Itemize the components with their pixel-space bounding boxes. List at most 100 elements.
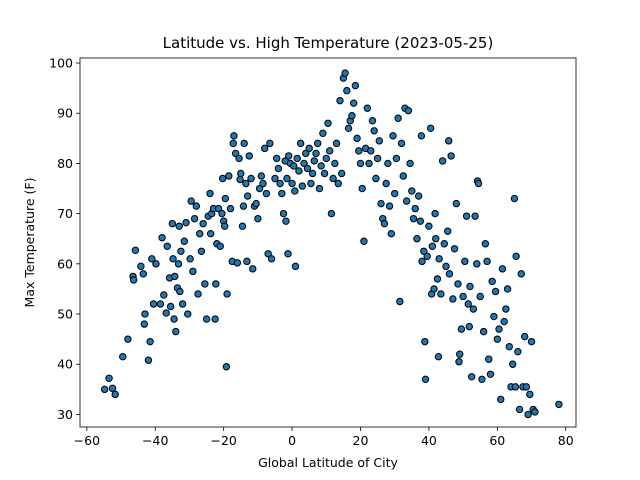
data-point xyxy=(221,194,230,203)
data-point xyxy=(108,384,117,393)
data-point xyxy=(240,139,248,148)
data-point xyxy=(490,312,498,321)
data-point xyxy=(169,255,177,263)
data-point xyxy=(176,287,184,296)
y-axis-ticks: 30 40 50 60 70 80 90 100 xyxy=(49,56,80,422)
data-point xyxy=(471,212,479,220)
data-point xyxy=(284,152,293,160)
data-point xyxy=(152,260,160,268)
data-point xyxy=(192,202,201,210)
data-point xyxy=(449,295,457,303)
data-point xyxy=(452,199,460,208)
data-point xyxy=(459,292,467,301)
data-point xyxy=(416,217,425,225)
data-point xyxy=(511,383,520,391)
y-tick-label: 60 xyxy=(57,256,73,271)
data-point xyxy=(336,96,344,105)
data-point xyxy=(455,358,463,366)
data-point xyxy=(274,164,283,173)
data-point xyxy=(221,222,229,230)
data-point xyxy=(343,86,351,95)
data-point xyxy=(417,132,426,140)
y-tick-label: 90 xyxy=(57,106,73,121)
data-point xyxy=(290,162,298,170)
data-point xyxy=(351,81,360,90)
data-point xyxy=(360,237,368,245)
data-point xyxy=(377,199,385,208)
data-point xyxy=(105,374,113,382)
data-point xyxy=(230,132,238,140)
data-point xyxy=(231,149,240,158)
data-point xyxy=(144,356,153,364)
data-point xyxy=(214,204,223,213)
data-point xyxy=(245,152,254,160)
data-point xyxy=(514,347,522,356)
data-point xyxy=(303,164,312,173)
data-point xyxy=(337,169,346,178)
data-point xyxy=(503,285,512,293)
x-axis-ticks: −60 −40 −20 0 20 40 60 80 xyxy=(74,427,574,448)
data-point xyxy=(389,132,397,140)
data-point xyxy=(156,300,165,308)
data-point xyxy=(502,305,510,313)
data-point xyxy=(319,129,327,138)
data-point xyxy=(182,218,190,227)
data-point xyxy=(166,302,175,311)
data-point xyxy=(218,209,226,218)
data-point xyxy=(332,139,341,148)
data-point xyxy=(375,137,384,145)
y-axis-label: Max Temperature (F) xyxy=(22,178,37,308)
data-point xyxy=(255,184,264,193)
data-point xyxy=(310,157,319,165)
data-point xyxy=(222,363,231,371)
data-point xyxy=(517,270,525,278)
data-point xyxy=(406,159,414,168)
data-point xyxy=(356,159,365,168)
data-point xyxy=(206,189,214,198)
data-point xyxy=(276,179,284,188)
data-point xyxy=(261,144,269,153)
data-point xyxy=(137,262,145,271)
y-tick-label: 80 xyxy=(57,156,73,171)
data-point xyxy=(425,222,433,230)
x-tick-label: −20 xyxy=(210,433,236,448)
x-tick-label: −40 xyxy=(142,433,168,448)
data-point xyxy=(184,310,192,318)
data-point xyxy=(295,167,303,175)
data-point xyxy=(131,246,140,254)
data-point xyxy=(247,174,255,183)
data-point xyxy=(307,179,315,188)
data-point xyxy=(445,137,453,145)
y-tick-label: 50 xyxy=(57,307,73,322)
data-point xyxy=(476,292,484,301)
data-point xyxy=(146,337,154,346)
data-point xyxy=(437,290,445,298)
data-point xyxy=(384,159,392,168)
data-point xyxy=(130,276,138,284)
data-point xyxy=(486,370,495,378)
data-point xyxy=(223,290,231,298)
data-point xyxy=(447,152,455,160)
data-point xyxy=(491,287,500,296)
data-point xyxy=(488,277,496,286)
data-point xyxy=(370,127,378,135)
data-point xyxy=(305,144,313,153)
data-point xyxy=(334,179,342,188)
data-point xyxy=(291,187,299,195)
data-point xyxy=(474,179,483,188)
data-point xyxy=(111,390,119,399)
data-point xyxy=(235,154,243,163)
data-point xyxy=(172,327,180,336)
data-point xyxy=(527,337,536,346)
data-point xyxy=(464,300,472,308)
data-point xyxy=(367,147,375,155)
data-point xyxy=(438,157,447,165)
data-point xyxy=(100,385,109,394)
data-point xyxy=(372,174,380,183)
data-point xyxy=(206,230,215,238)
data-point xyxy=(495,325,503,333)
data-point xyxy=(229,139,237,148)
data-point xyxy=(163,242,171,250)
data-point xyxy=(394,114,402,122)
data-point xyxy=(180,237,189,245)
